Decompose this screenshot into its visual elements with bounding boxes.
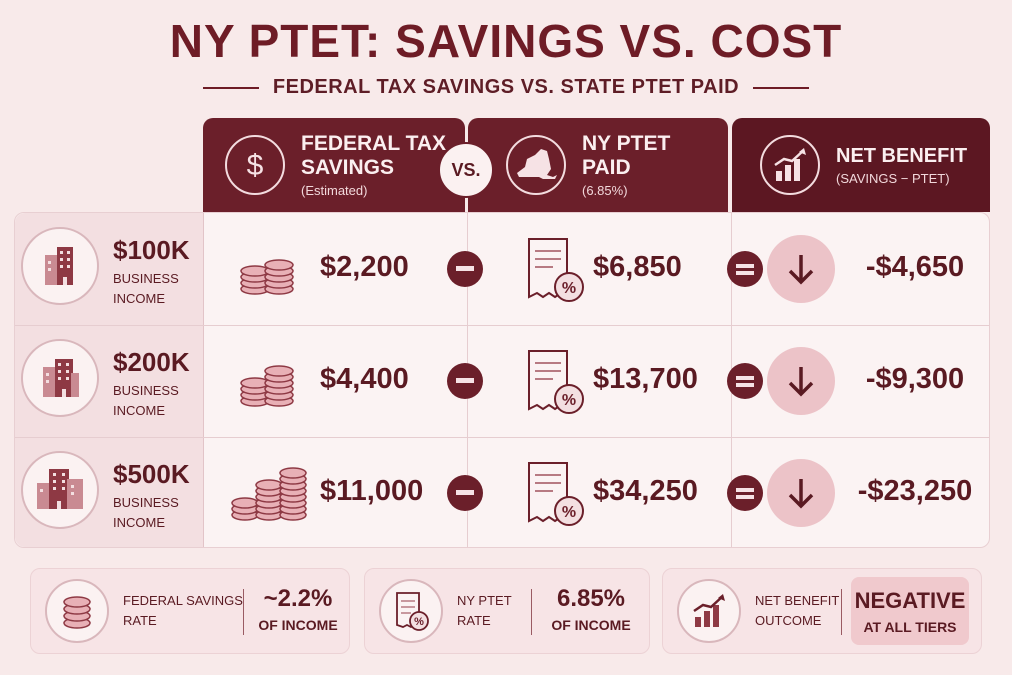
receipt-percent-icon: % (379, 579, 443, 643)
federal-savings-value: $4,400 (320, 363, 409, 395)
footer-federal-rate: ~2.2% (263, 585, 333, 612)
header-federal-title-2: SAVINGS (301, 156, 394, 179)
tier-label-line-1: BUSINESS (113, 495, 179, 510)
footer-ny-label-line-2: RATE (457, 613, 491, 628)
tier-label-line-2: INCOME (113, 515, 165, 530)
tier-label-line-2: INCOME (113, 291, 165, 306)
negative-outcome-badge: NEGATIVE AT ALL TIERS (851, 577, 969, 645)
comparison-table: $100K BUSINESS INCOME $2,200 % $6,850 -$4… (14, 212, 990, 548)
ny-ptet-value: $34,250 (593, 475, 698, 507)
tier-label-line-2: INCOME (113, 403, 165, 418)
footer-outcome-unit: AT ALL TIERS (863, 619, 957, 635)
equals-icon (727, 251, 763, 287)
receipt-percent-icon: % (528, 350, 584, 414)
equals-icon (727, 363, 763, 399)
federal-savings-rate-card: FEDERAL SAVINGS RATE ~2.2% OF INCOME (30, 568, 350, 654)
down-arrow-icon (767, 347, 835, 415)
subtitle-rule-left (202, 86, 259, 89)
building-icon (21, 339, 99, 417)
building-icon (21, 227, 99, 305)
header-ny-ptet: NY PTET PAID (6.85%) (468, 118, 728, 212)
tier-amount: $500K (113, 459, 190, 489)
header-federal-savings: $ FEDERAL TAX SAVINGS (Estimated) (203, 118, 465, 212)
table-row: $200K BUSINESS INCOME $4,400 % $13,700 -$… (15, 325, 989, 437)
footer-federal-label-line-2: RATE (123, 613, 157, 628)
svg-text:%: % (562, 280, 576, 297)
svg-text:%: % (414, 616, 424, 628)
federal-savings-value: $11,000 (320, 475, 424, 507)
receipt-percent-icon: % (528, 238, 584, 302)
minus-icon (447, 363, 483, 399)
footer-federal-value: ~2.2% OF INCOME (253, 585, 343, 633)
net-benefit-outcome-card: NET BENEFIT OUTCOME NEGATIVE AT ALL TIERS (662, 568, 982, 654)
federal-savings-value: $2,200 (320, 251, 409, 283)
footer-ny-unit: OF INCOME (551, 617, 631, 633)
header-net-benefit: NET BENEFIT (SAVINGS − PTET) (732, 118, 990, 212)
growth-chart-icon (760, 135, 820, 195)
net-benefit-value: -$23,250 (857, 475, 973, 507)
ny-ptet-rate-card: % NY PTET RATE 6.85% OF INCOME (364, 568, 650, 654)
svg-text:%: % (562, 392, 576, 409)
header-net-sub: (SAVINGS − PTET) (836, 171, 950, 186)
footer-ny-value: 6.85% OF INCOME (541, 585, 641, 633)
table-row: $500K BUSINESS INCOME $11,000 % $34,250 -… (15, 437, 989, 549)
header-ny-sub: (6.85%) (582, 183, 628, 198)
page-title: NY PTET: SAVINGS VS. COST (169, 15, 843, 67)
footer-divider (531, 589, 532, 635)
page-subtitle: FEDERAL TAX SAVINGS VS. STATE PTET PAID (272, 76, 740, 98)
ny-ptet-value: $13,700 (593, 363, 698, 395)
new-york-map-icon (506, 135, 566, 195)
minus-icon (447, 251, 483, 287)
footer-outcome-label-line-1: NET BENEFIT (755, 593, 840, 608)
vs-badge: VS. (438, 142, 494, 198)
footer-federal-label: FEDERAL SAVINGS RATE (123, 591, 243, 631)
footer-divider (841, 589, 842, 635)
growth-chart-icon (677, 579, 741, 643)
footer-divider (243, 589, 244, 635)
tier-label-line-1: BUSINESS (113, 271, 179, 286)
net-benefit-value: -$9,300 (865, 363, 965, 395)
footer-ny-rate: 6.85% (556, 585, 626, 612)
coin-stack-icon (240, 259, 294, 295)
footer-outcome-label: NET BENEFIT OUTCOME (755, 591, 839, 631)
subtitle-rule-right (753, 86, 810, 89)
coin-stack-icon (45, 579, 109, 643)
footer-ny-label: NY PTET RATE (457, 591, 512, 631)
header-net-title: NET BENEFIT (836, 145, 968, 167)
header-federal-sub: (Estimated) (301, 183, 368, 198)
coin-stack-icon (240, 365, 294, 407)
header-ny-title-2: PAID (582, 156, 631, 179)
building-icon (21, 451, 99, 529)
row-divider (15, 325, 989, 326)
down-arrow-icon (767, 459, 835, 527)
tier-amount: $100K (113, 235, 190, 265)
subtitle-row: FEDERAL TAX SAVINGS VS. STATE PTET PAID (0, 76, 1012, 99)
header-federal-title-1: FEDERAL TAX (301, 132, 447, 155)
tier-label: BUSINESS INCOME (113, 269, 193, 309)
footer-federal-label-line-1: FEDERAL SAVINGS (123, 593, 243, 608)
footer-ny-label-line-1: NY PTET (457, 593, 512, 608)
minus-icon (447, 475, 483, 511)
tier-amount: $200K (113, 347, 190, 377)
row-divider (15, 437, 989, 438)
tier-label: BUSINESS INCOME (113, 381, 193, 421)
down-arrow-icon (767, 235, 835, 303)
equals-icon (727, 475, 763, 511)
footer-outcome-label-line-2: OUTCOME (755, 613, 822, 628)
ny-ptet-value: $6,850 (593, 251, 682, 283)
tier-label: BUSINESS INCOME (113, 493, 193, 533)
net-benefit-value: -$4,650 (865, 251, 965, 283)
table-row: $100K BUSINESS INCOME $2,200 % $6,850 -$4… (15, 213, 989, 325)
dollar-icon: $ (225, 135, 285, 195)
footer-outcome-value: NEGATIVE (854, 588, 966, 613)
tier-label-line-1: BUSINESS (113, 383, 179, 398)
svg-text:%: % (562, 504, 576, 521)
footer-federal-unit: OF INCOME (258, 617, 338, 633)
receipt-percent-icon: % (528, 462, 584, 526)
svg-text:$: $ (247, 149, 264, 182)
coin-stack-icon (231, 467, 307, 521)
header-ny-title-1: NY PTET (582, 132, 671, 155)
